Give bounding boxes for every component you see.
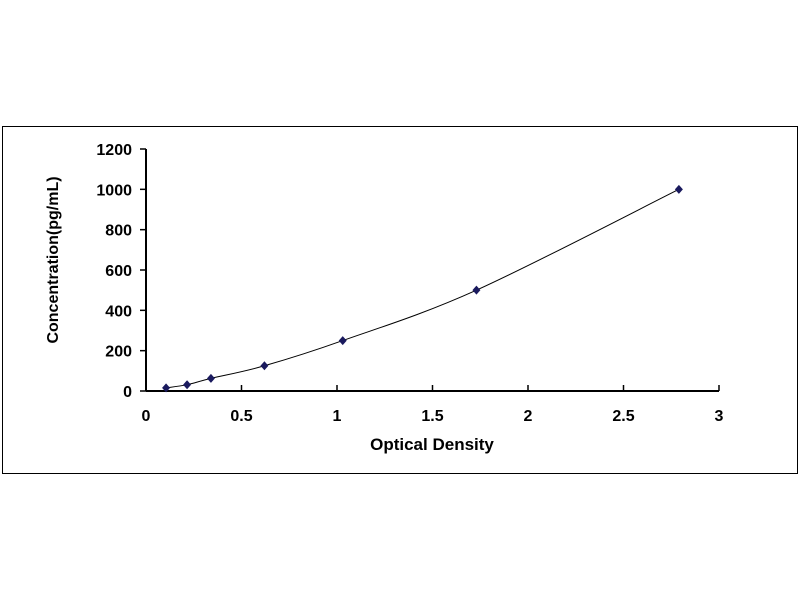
y-tick-label: 1000 [96,182,132,199]
x-axis-label: Optical Density [370,435,494,454]
data-point [183,380,192,390]
y-axis-label: Concentration(pg/mL) [45,176,62,343]
data-points [162,184,683,393]
data-point [162,383,171,393]
data-point [260,361,269,371]
data-point [206,373,215,383]
x-tick-label: 3 [715,408,724,425]
x-tick-label: 1.5 [421,408,443,425]
y-tick-label: 800 [105,223,132,240]
y-tick-label: 600 [105,263,132,280]
fitted-curve [165,188,680,389]
x-tick-label: 2 [524,408,533,425]
x-tick-label: 1 [333,408,342,425]
y-tick-label: 0 [123,384,132,401]
data-point [674,184,683,194]
x-tick-label: 0.5 [230,408,252,425]
data-point [338,336,347,346]
data-point [472,285,481,295]
tick-labels: 0 0.5 1 1.5 2 2.5 3 0 200 400 600 800 1000 1200 [96,142,723,425]
y-tick-label: 1200 [96,142,132,159]
y-tick-label: 400 [105,303,132,320]
x-tick-label: 0 [142,408,151,425]
y-tick-label: 200 [105,344,132,361]
chart-frame [2,126,798,474]
axes [140,148,720,392]
x-tick-label: 2.5 [612,408,634,425]
